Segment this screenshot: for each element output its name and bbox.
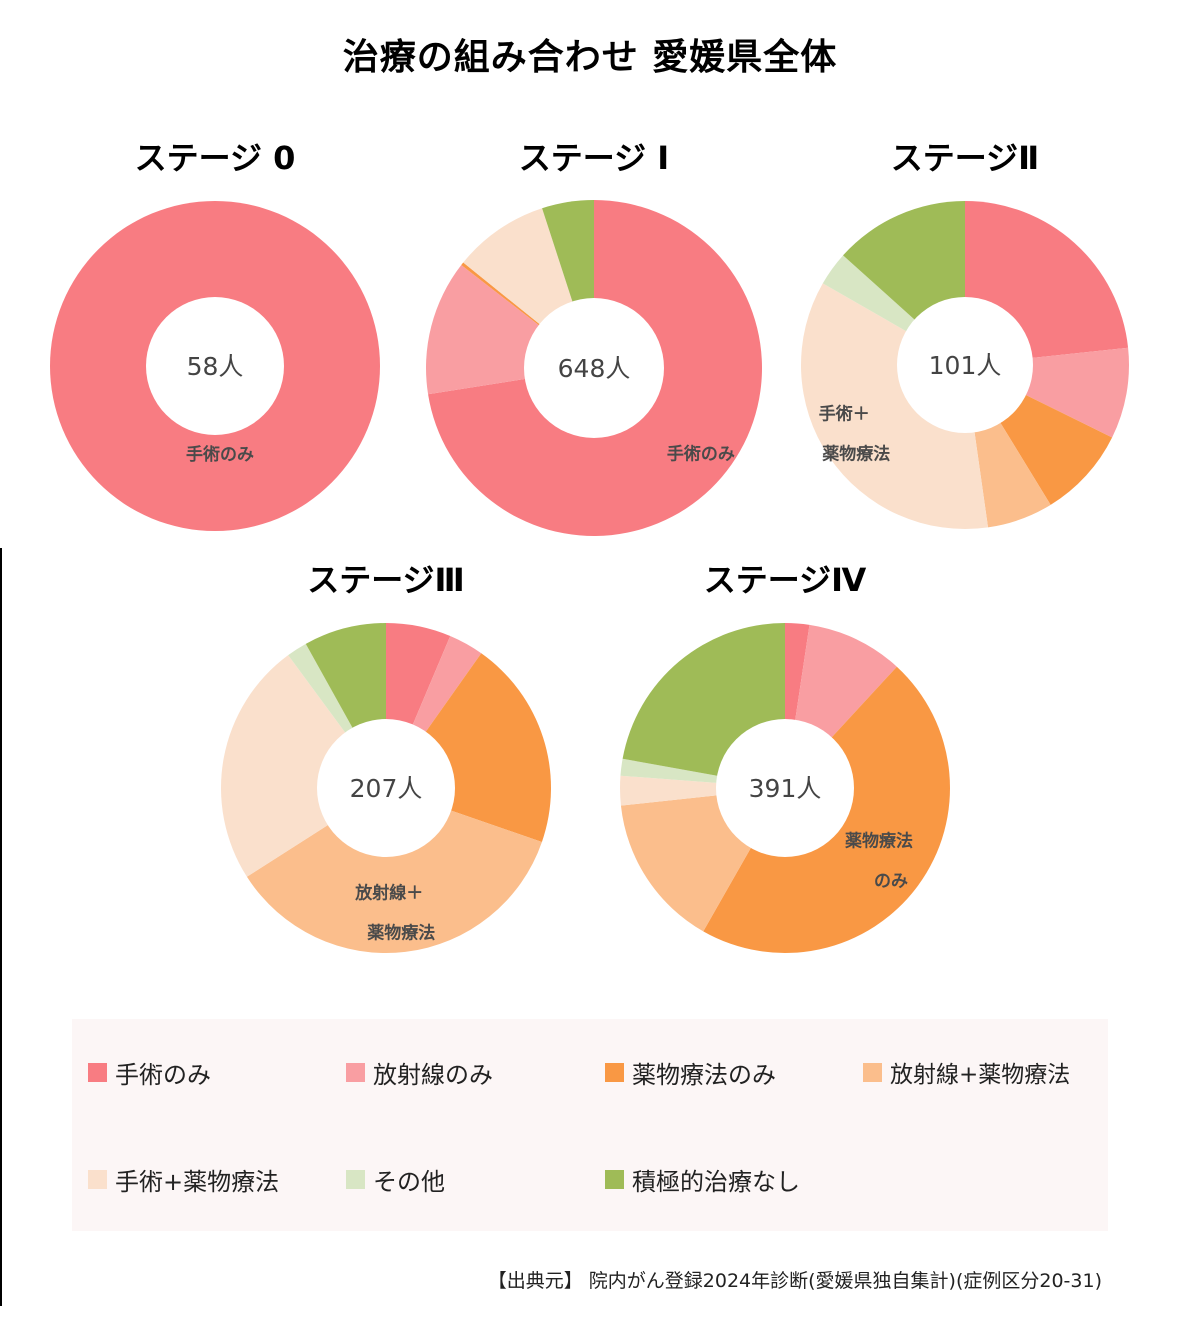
legend-label: その他 — [373, 1168, 445, 1196]
donut-hole — [317, 719, 455, 857]
slice-label-line: 手術のみ — [667, 443, 735, 464]
donut-hole — [716, 719, 854, 857]
slice-label-line: 放射線＋ — [354, 883, 423, 904]
chart-title: ステージⅢ — [307, 561, 465, 599]
legend-label: 薬物療法のみ — [632, 1061, 776, 1089]
legend-label: 手術のみ — [115, 1061, 211, 1089]
slice-label-line: のみ — [874, 872, 908, 892]
legend-label: 手術+薬物療法 — [115, 1168, 280, 1196]
slice-label: 手術のみ — [186, 444, 254, 465]
donut-hole — [524, 298, 664, 438]
chart-title: ステージⅣ — [704, 561, 867, 599]
legend-swatch — [88, 1170, 107, 1189]
legend-item-no-treatment: 積極的治療なし — [605, 1162, 800, 1197]
center-label: 58人 — [187, 352, 244, 381]
center-label: 391人 — [749, 774, 822, 803]
slice — [221, 655, 386, 877]
chart-title: ステージ 0 — [135, 139, 296, 177]
legend-item-drug-only: 薬物療法のみ — [605, 1055, 776, 1090]
legend-swatch — [346, 1170, 365, 1189]
legend-item-surgery-only: 手術のみ — [88, 1055, 211, 1090]
slice-label-line: 手術＋ — [819, 404, 870, 425]
left-divider — [0, 548, 2, 1306]
slice — [620, 775, 785, 806]
legend-swatch — [863, 1062, 882, 1082]
slice — [246, 788, 542, 953]
legend-label: 放射線+薬物療法 — [890, 1062, 1071, 1088]
center-label: 101人 — [929, 351, 1002, 380]
legend-swatch — [605, 1063, 624, 1082]
legend-swatch — [346, 1063, 365, 1082]
page-title: 治療の組み合わせ 愛媛県全体 — [342, 37, 838, 78]
slice-label: 手術＋ 薬物療法 — [819, 404, 891, 465]
legend-label: 放射線のみ — [373, 1061, 493, 1089]
legend-item-surgery-drug: 手術+薬物療法 — [88, 1162, 279, 1197]
center-label: 648人 — [558, 354, 631, 383]
chart-title: ステージ I — [519, 139, 669, 177]
slice-label-line: 薬物療法 — [822, 444, 890, 465]
slice-label-line: 薬物療法 — [845, 831, 913, 852]
center-label: 207人 — [350, 774, 423, 803]
slice-label: 薬物療法のみ — [845, 831, 913, 892]
slice-label-line: 手術のみ — [186, 444, 254, 465]
slice-label-line: 薬物療法 — [367, 923, 435, 944]
source-note: 【出典元】 院内がん登録2024年診断(愛媛県独自集計)(症例区分20-31) — [487, 1270, 1102, 1292]
legend-item-other: その他 — [346, 1162, 445, 1197]
legend-label: 積極的治療なし — [632, 1168, 800, 1196]
legend-item-radiation-only: 放射線のみ — [346, 1055, 493, 1090]
legend: 手術のみ 放射線のみ 薬物療法のみ 放射線+薬物療法 手術+薬物療法 その他 積… — [72, 1019, 1108, 1231]
legend-item-radiation-drug: 放射線+薬物療法 — [863, 1055, 1070, 1089]
slice — [800, 283, 989, 529]
donut-hole — [146, 297, 284, 435]
slice-label: 手術のみ — [667, 443, 735, 464]
donut-hole — [897, 297, 1033, 433]
chart-title: ステージⅡ — [891, 139, 1039, 177]
legend-swatch — [88, 1063, 107, 1082]
slice-label: 放射線＋ 薬物療法 — [354, 883, 435, 944]
legend-swatch — [605, 1170, 624, 1189]
